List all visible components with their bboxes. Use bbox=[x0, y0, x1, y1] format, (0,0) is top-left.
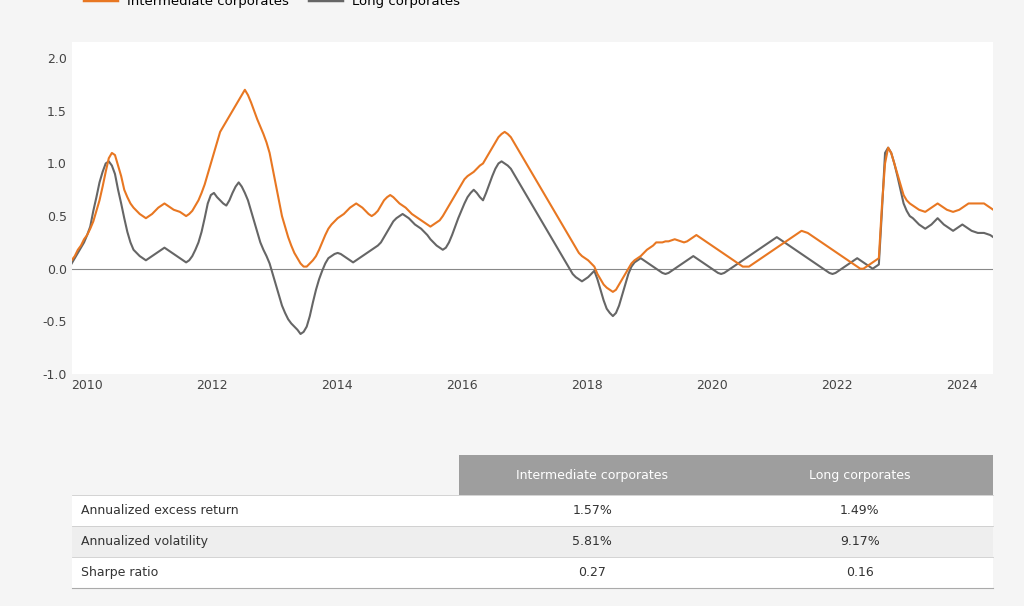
Text: 0.27: 0.27 bbox=[579, 566, 606, 579]
Bar bbox=[726, 455, 993, 495]
Bar bbox=[459, 526, 726, 558]
Text: 0.16: 0.16 bbox=[846, 566, 873, 579]
Bar bbox=[459, 455, 726, 495]
Text: Long corporates: Long corporates bbox=[809, 468, 910, 482]
Text: Annualized excess return: Annualized excess return bbox=[81, 504, 239, 517]
Bar bbox=[726, 526, 993, 558]
Bar bbox=[459, 557, 726, 588]
Bar bbox=[72, 455, 459, 495]
Bar bbox=[726, 557, 993, 588]
Bar bbox=[726, 495, 993, 526]
Bar bbox=[72, 557, 459, 588]
Text: Intermediate corporates: Intermediate corporates bbox=[516, 468, 669, 482]
Text: 9.17%: 9.17% bbox=[840, 535, 880, 548]
Text: Annualized volatility: Annualized volatility bbox=[81, 535, 208, 548]
Text: 1.49%: 1.49% bbox=[840, 504, 880, 517]
Bar bbox=[459, 495, 726, 526]
Text: 5.81%: 5.81% bbox=[572, 535, 612, 548]
Text: Sharpe ratio: Sharpe ratio bbox=[81, 566, 158, 579]
Text: 1.57%: 1.57% bbox=[572, 504, 612, 517]
Bar bbox=[72, 495, 459, 526]
Bar bbox=[72, 526, 459, 558]
Legend: Intermediate corporates, Long corporates: Intermediate corporates, Long corporates bbox=[78, 0, 466, 13]
